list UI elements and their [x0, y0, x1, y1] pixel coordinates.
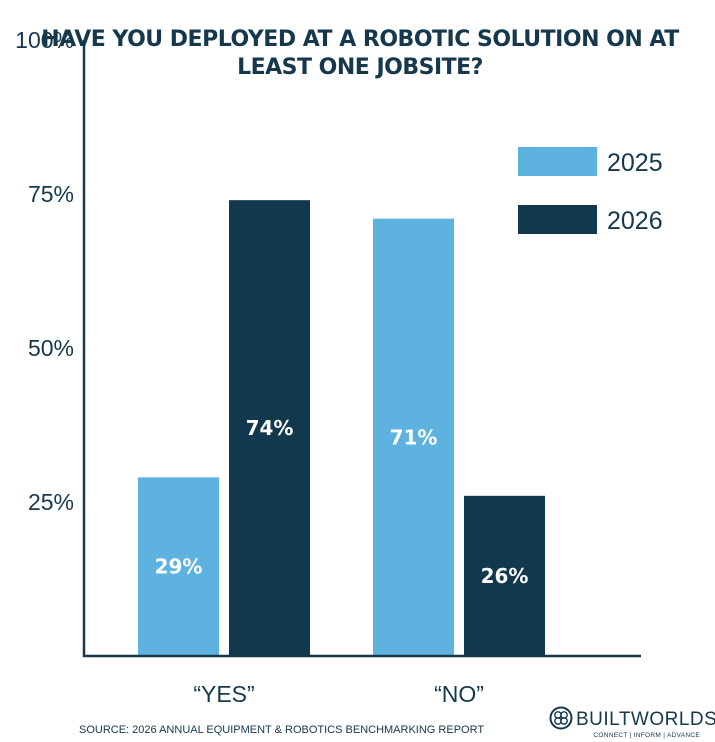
bar-2026-no	[464, 495, 545, 656]
brand-tagline: CONNECT | INFORM | ADVANCE	[593, 732, 700, 739]
bar-2025-yes	[138, 477, 219, 656]
bar-value-label: 71%	[390, 425, 438, 449]
legend-label-2026: 2026	[607, 207, 663, 235]
x-axis-category-labels: “YES” “NO”	[193, 681, 484, 707]
bar-data-labels: 29% 74% 71% 26%	[155, 416, 529, 588]
source-note: SOURCE: 2026 ANNUAL EQUIPMENT & ROBOTICS…	[79, 724, 484, 736]
builtworlds-logo-icon	[549, 706, 573, 730]
x-category-label: “YES”	[193, 681, 254, 707]
bar-value-label: 74%	[246, 416, 294, 440]
builtworlds-logo: BUILTWORLDS CONNECT | INFORM | ADVANCE	[549, 706, 715, 739]
y-tick-label: 50%	[28, 335, 74, 361]
y-tick-label: 75%	[28, 181, 74, 207]
y-axis-tick-labels: 100% 75% 50% 25%	[15, 27, 74, 515]
legend: 2025 2026	[518, 147, 663, 235]
bar-series	[138, 200, 545, 656]
bar-value-label: 29%	[155, 555, 203, 579]
x-category-label: “NO”	[434, 681, 484, 707]
bar-2025-no	[373, 218, 454, 656]
y-tick-label: 25%	[28, 489, 74, 515]
legend-label-2025: 2025	[607, 149, 663, 177]
brand-name: BUILTWORLDS	[576, 709, 715, 730]
y-tick-label: 100%	[15, 27, 74, 53]
chart-title-line-2: LEAST ONE JOBSITE?	[237, 55, 483, 80]
bar-value-label: 26%	[481, 564, 529, 588]
legend-swatch-2025	[518, 147, 597, 176]
bar-2026-yes	[229, 200, 310, 656]
legend-swatch-2026	[518, 205, 597, 234]
chart-title-line-1: HAVE YOU DEPLOYED AT A ROBOTIC SOLUTION …	[41, 27, 679, 52]
